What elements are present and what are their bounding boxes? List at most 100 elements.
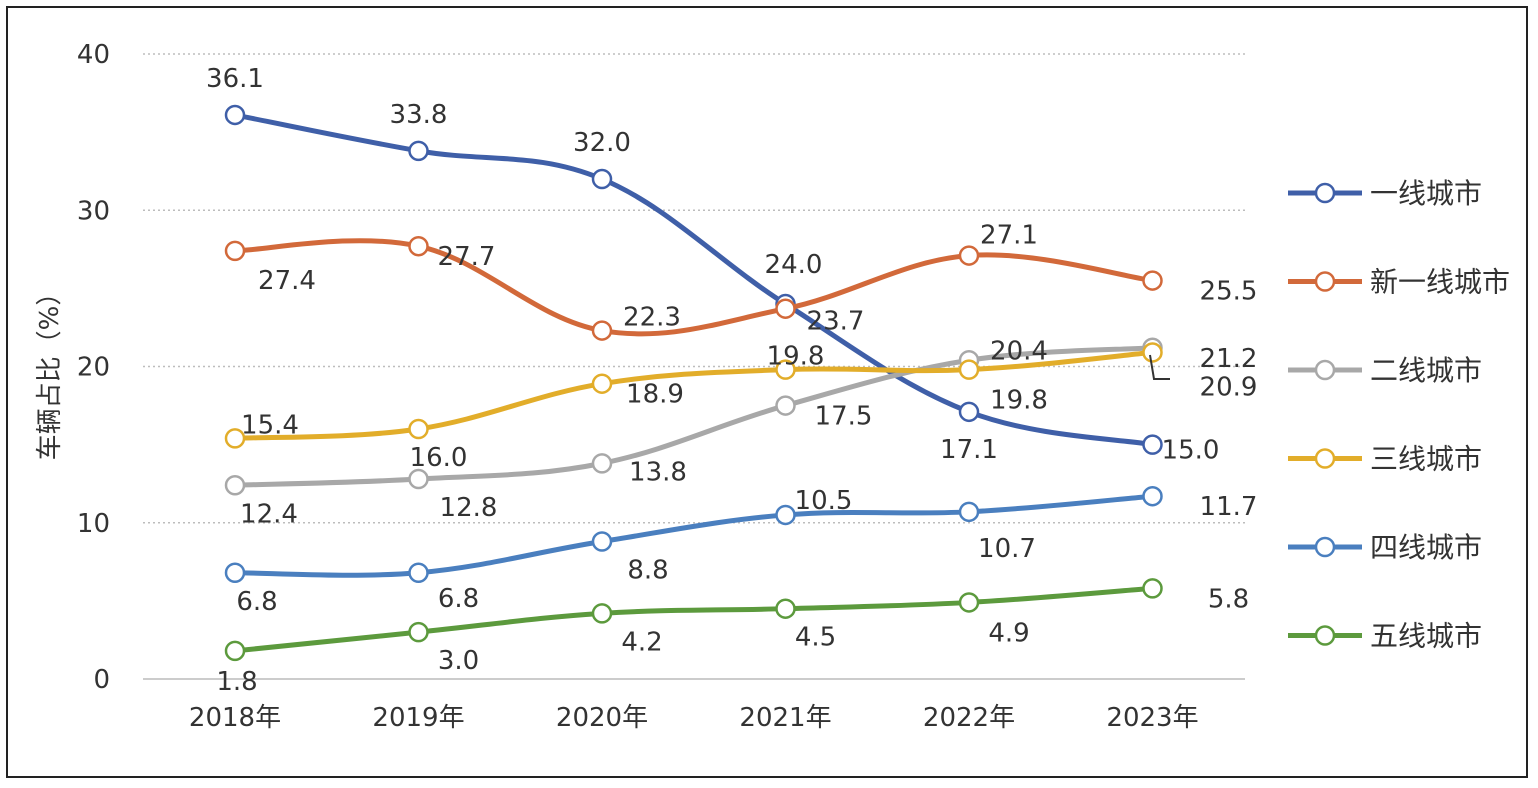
data-label: 16.0 xyxy=(410,443,468,473)
legend-label: 一线城市 xyxy=(1370,177,1482,210)
data-label: 15.4 xyxy=(241,410,299,440)
data-point xyxy=(775,359,796,380)
data-point xyxy=(591,603,613,624)
data-label: 5.8 xyxy=(1208,584,1249,614)
data-point xyxy=(775,598,796,619)
legend-label: 五线城市 xyxy=(1370,620,1482,653)
data-label: 15.0 xyxy=(1162,436,1220,466)
series-layer xyxy=(224,104,1163,662)
data-point xyxy=(591,531,613,552)
y-tick-label: 10 xyxy=(77,509,110,539)
series-line-3 xyxy=(232,349,1155,441)
data-label: 4.2 xyxy=(621,627,662,657)
data-point xyxy=(958,501,980,523)
data-point xyxy=(1142,270,1163,291)
data-label: 18.9 xyxy=(626,380,684,410)
y-tick-label: 40 xyxy=(77,40,110,70)
data-label: 12.4 xyxy=(240,499,298,529)
data-label: 10.7 xyxy=(978,534,1036,564)
data-point xyxy=(408,235,429,257)
data-point xyxy=(1142,485,1163,507)
grid-lines xyxy=(143,53,1245,680)
data-label: 23.7 xyxy=(807,307,865,337)
legend-label: 四线城市 xyxy=(1370,531,1482,564)
legend-swatch-marker xyxy=(1314,271,1336,292)
y-tick-label: 20 xyxy=(77,353,110,383)
data-label: 4.5 xyxy=(795,623,836,653)
data-point xyxy=(591,320,613,341)
data-point xyxy=(224,640,246,662)
data-label: 17.1 xyxy=(940,435,998,465)
legend-label: 三线城市 xyxy=(1370,443,1482,476)
x-tick-label: 2020年 xyxy=(556,703,648,733)
label-leader-line xyxy=(1149,354,1170,380)
y-axis-ticks: 0 10 20 30 40 xyxy=(77,40,110,695)
data-label: 27.1 xyxy=(980,221,1038,251)
legend-label: 二线城市 xyxy=(1370,354,1482,387)
data-label: 3.0 xyxy=(438,646,479,676)
legend-swatch-marker xyxy=(1314,625,1336,646)
data-point xyxy=(958,245,980,266)
data-label: 22.3 xyxy=(623,303,681,333)
data-label: 21.2 xyxy=(1200,344,1258,374)
data-point xyxy=(408,418,429,440)
legend-swatch-marker xyxy=(1314,182,1336,204)
data-point xyxy=(775,504,796,526)
data-label: 20.9 xyxy=(1200,372,1258,402)
data-label: 27.7 xyxy=(438,242,496,272)
y-tick-label: 30 xyxy=(77,196,110,226)
series-line-4 xyxy=(232,493,1155,578)
legend-swatch-marker xyxy=(1314,359,1336,381)
x-axis-ticks: 2018年 2019年 2020年 2021年 2022年 2023年 xyxy=(189,703,1199,733)
data-point xyxy=(1142,434,1163,455)
series-line-5 xyxy=(232,585,1155,654)
data-point xyxy=(1142,342,1163,363)
x-tick-label: 2019年 xyxy=(372,703,464,733)
data-label: 6.8 xyxy=(438,584,479,614)
legend-item: 三线城市 xyxy=(1288,443,1482,476)
y-tick-label: 0 xyxy=(93,665,110,695)
data-label: 6.8 xyxy=(236,587,277,617)
x-tick-label: 2018年 xyxy=(189,703,281,733)
data-labels: 36.1 33.8 32.0 24.0 17.1 15.0 27.4 27.7 22.3 23.7… xyxy=(206,64,1257,697)
data-point xyxy=(775,298,796,319)
data-label: 24.0 xyxy=(765,250,823,280)
x-tick-label: 2021年 xyxy=(739,703,831,733)
legend-swatch-marker xyxy=(1314,536,1336,558)
data-point xyxy=(958,592,980,613)
data-point xyxy=(591,168,613,190)
data-label: 36.1 xyxy=(206,64,264,94)
data-point xyxy=(958,359,980,380)
data-point xyxy=(1142,578,1163,599)
data-point xyxy=(591,453,613,474)
data-point xyxy=(408,562,429,583)
data-point xyxy=(958,401,980,423)
data-point xyxy=(408,140,429,162)
data-label: 32.0 xyxy=(573,128,631,158)
data-point xyxy=(408,468,429,490)
data-label: 10.5 xyxy=(795,486,853,516)
data-point xyxy=(224,428,246,449)
data-label: 1.8 xyxy=(216,667,257,697)
data-point xyxy=(224,240,246,262)
data-point xyxy=(224,562,246,583)
data-point xyxy=(775,395,796,416)
x-tick-label: 2022年 xyxy=(923,703,1015,733)
data-label: 19.8 xyxy=(767,342,825,372)
data-label: 12.8 xyxy=(440,493,498,523)
y-axis-label: 车辆占比（%） xyxy=(35,280,65,461)
legend-item: 一线城市 xyxy=(1288,177,1482,210)
data-label: 25.5 xyxy=(1200,277,1258,307)
data-label: 17.5 xyxy=(815,402,873,432)
data-point xyxy=(224,475,246,496)
data-label: 19.8 xyxy=(990,386,1048,416)
data-label: 4.9 xyxy=(988,618,1029,648)
series-line-0 xyxy=(232,112,1155,448)
data-label: 8.8 xyxy=(627,556,668,586)
series-line-1 xyxy=(232,238,1155,337)
legend-item: 四线城市 xyxy=(1288,531,1482,564)
data-point xyxy=(224,104,246,126)
data-point xyxy=(408,621,429,643)
